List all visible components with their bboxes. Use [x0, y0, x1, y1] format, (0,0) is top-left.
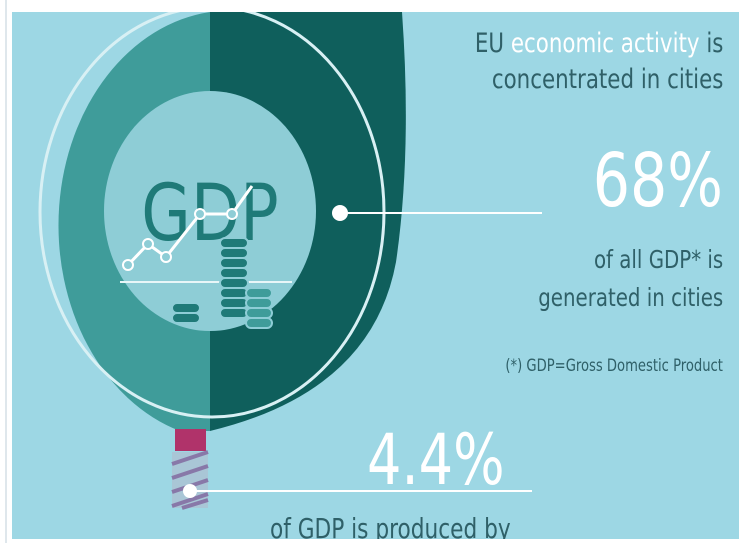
headline-line-1: EU economic activity is: [474, 26, 723, 62]
headline-prefix: EU: [474, 28, 504, 59]
gdp-line-chart-icon: [120, 185, 292, 283]
headline: EU economic activity is concentrated in …: [474, 26, 723, 98]
headline-line-2: concentrated in cities: [491, 64, 723, 95]
stat-main-caption: of all GDP* is generated in cities: [538, 241, 723, 317]
stat-secondary-value: 4.4%: [367, 419, 505, 501]
infographic-panel: GDP: [12, 12, 739, 539]
headline-suffix: is: [705, 28, 723, 59]
gdp-donut-chart: GDP: [38, 12, 542, 510]
coin-stack-icon: [171, 237, 273, 329]
donut-segment-small: [175, 429, 206, 451]
stat-secondary-caption: of GDP is produced by: [270, 512, 511, 539]
headline-highlight: economic activity: [510, 28, 700, 59]
donut-inner-circle: [104, 91, 316, 331]
connector-dot-main: [332, 205, 348, 221]
stat-main-caption-line-2: generated in cities: [538, 283, 723, 312]
hatched-stripe: [171, 450, 209, 510]
page-edge: [0, 0, 12, 543]
footnote: (*) GDP=Gross Domestic Product: [505, 356, 723, 376]
connector-dot-secondary: [183, 484, 197, 498]
stat-main-caption-line-1: of all GDP* is: [593, 245, 723, 274]
stat-main-value: 68%: [592, 138, 723, 224]
